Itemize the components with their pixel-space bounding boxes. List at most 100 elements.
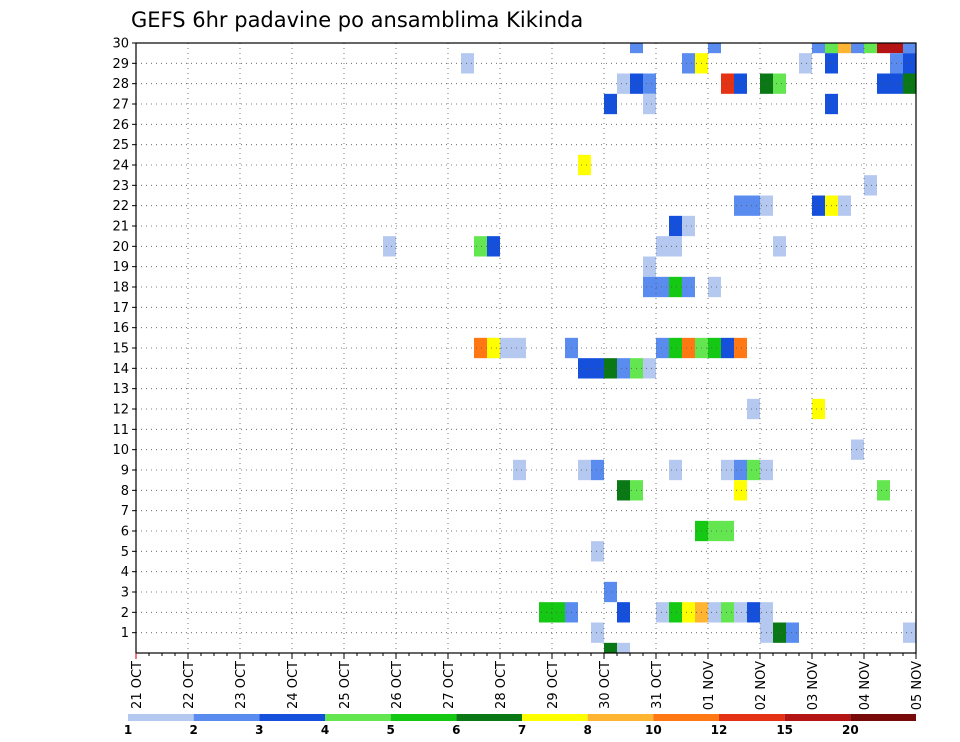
y-tick-label: 20 [112,240,129,255]
heatmap-cell [617,642,630,653]
heatmap-cell [487,337,500,359]
heatmap-cell [591,459,604,481]
heatmap-cell [734,337,747,359]
heatmap-cell [643,93,656,115]
x-tick-label: 21 OCT [130,661,145,709]
heatmap-cell [838,43,851,54]
legend-threshold-label: 8 [583,723,591,737]
legend-swatch [784,714,851,721]
y-tick-label: 12 [112,403,129,418]
y-tick-label: 26 [112,118,129,133]
y-tick-label: 7 [121,504,129,519]
heatmap-cell [708,276,721,298]
heatmap-cell [383,236,396,257]
heatmap-cell [877,480,890,501]
legend-threshold-label: 5 [386,723,394,737]
y-tick-label: 6 [121,525,129,540]
y-tick-label: 18 [112,281,129,296]
legend-threshold-label: 12 [711,723,728,737]
y-tick-label: 4 [121,565,129,580]
legend-swatch [587,714,654,721]
heatmap-cell [747,398,760,420]
y-tick-label: 30 [112,37,129,52]
heatmap-cell [721,73,734,94]
heatmap-cell [734,195,747,216]
heatmap-cell [578,154,591,176]
heatmap-cell [669,459,682,481]
heatmap-cell [721,337,734,359]
legend-swatch [653,714,719,721]
heatmap-cell [708,43,721,54]
x-tick-label: 29 OCT [546,661,561,709]
heatmap-cell [513,337,526,359]
heatmap-cell [669,337,682,359]
heatmap-cell [734,602,747,623]
legend-threshold-label: 7 [518,723,526,737]
heatmap-cell [617,480,630,501]
heatmap-cell [643,358,656,379]
heatmap-cell [877,43,890,54]
x-tick-label: 28 OCT [494,661,509,709]
y-tick-label: 27 [112,98,129,113]
y-tick-label: 2 [121,606,129,621]
heatmap-cell [617,358,630,379]
heatmap-cell [747,195,760,216]
heatmap-cell [708,602,721,623]
legend-swatch [456,714,522,721]
heatmap-cell [578,459,591,481]
heatmap-cell [708,337,721,359]
legend-threshold-label: 2 [189,723,197,737]
heatmap-cell [682,276,695,298]
chart-title: GEFS 6hr padavine po ansamblima Kikinda [131,8,583,32]
heatmap-cell [669,215,682,237]
y-tick-label: 25 [112,138,129,153]
heatmap-cell [734,459,747,481]
legend-swatch [193,714,260,721]
legend-swatch [325,714,391,721]
heatmap-cell [903,622,916,643]
y-tick-label: 5 [121,545,129,560]
y-tick-label: 24 [112,159,129,174]
legend-threshold-label: 6 [452,723,460,737]
color-legend: 1 2 3 4 5 6 7 8 10 12 15 20 [124,714,916,737]
x-tick-label: 26 OCT [390,661,405,709]
heatmap-cell [578,358,591,379]
legend-swatch [719,714,785,721]
x-tick-label: 25 OCT [338,661,353,709]
heatmap-cell [747,602,760,623]
y-tick-label: 19 [112,260,129,275]
heatmap-cell [877,73,890,94]
heatmap-cell [721,459,734,481]
heatmap-cell [747,459,760,481]
heatmap-cell [838,195,851,216]
x-tick-label: 03 NOV [806,661,821,710]
heatmap-cell [864,43,877,54]
heatmap-cell [656,602,669,623]
heatmap-cell [864,175,877,196]
heatmap-cell [682,337,695,359]
x-tick-label: 22 OCT [182,661,197,709]
heatmap-cell [708,520,721,542]
heatmap-cell [721,520,734,542]
heatmap-cell [851,439,864,460]
heatmap-cell [851,43,864,54]
heatmap-cell [461,53,474,74]
x-tick-label: 27 OCT [442,661,457,709]
y-tick-label: 8 [121,484,129,499]
heatmap-cell [474,337,487,359]
heatmap-cell [474,236,487,257]
heatmap-cell [669,276,682,298]
legend-swatch [522,714,588,721]
heatmap-cell [669,236,682,257]
heatmap-cell [682,602,695,623]
heatmap-cell [617,602,630,623]
heatmap-cell [812,195,825,216]
heatmap-cell [656,276,669,298]
x-tick-label: 23 OCT [234,661,249,709]
heatmap-cell [656,236,669,257]
heatmap-cell [786,622,799,643]
y-tick-label: 14 [112,362,129,377]
heatmap-cell [591,358,604,379]
heatmap-cell [721,602,734,623]
